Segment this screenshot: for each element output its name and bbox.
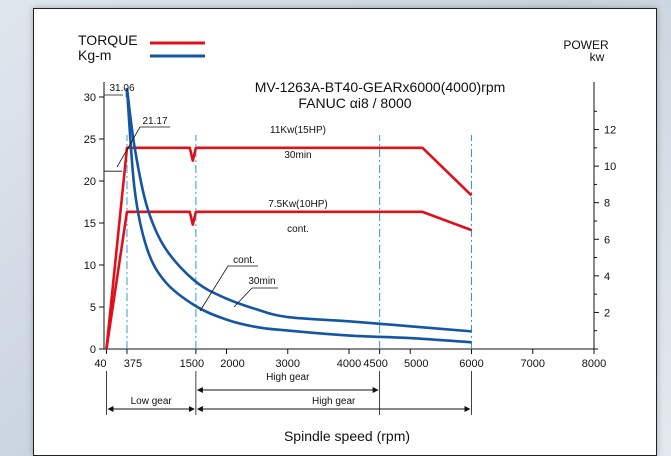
y-left-tick-label: 20 <box>84 176 96 188</box>
y-left-tick-label: 5 <box>90 302 96 314</box>
y-left-tick-label: 25 <box>84 134 96 146</box>
peak-value-label: 31.06 <box>109 83 134 94</box>
chart-subtitle: FANUC αi8 / 8000 <box>298 95 411 111</box>
chart-frame <box>33 8 657 456</box>
gear-range-label: High gear <box>312 396 356 407</box>
gear-range-label: Low gear <box>131 396 173 407</box>
legend-torque-label: TORQUE <box>78 32 138 48</box>
y-right-tick-label: 4 <box>604 271 610 283</box>
y-right-tick-label: 2 <box>604 307 610 319</box>
gear-range-label: High gear <box>266 372 310 383</box>
y-left-tick-label: 15 <box>84 218 96 230</box>
right-axis-title: POWER <box>563 38 609 52</box>
y-left-tick-label: 10 <box>84 260 96 272</box>
right-axis-unit: kw <box>590 50 605 64</box>
x-tick-label: 3000 <box>276 358 300 370</box>
series-line <box>125 87 472 344</box>
y-left-tick-label: 30 <box>84 92 96 104</box>
label-cont-top: cont. <box>287 224 309 235</box>
chart-title: MV-1263A-BT40-GEARx6000(4000)rpm <box>255 79 506 95</box>
series-line <box>105 146 473 350</box>
label-75kw: 7.5Kw(10HP) <box>268 199 327 210</box>
x-tick-label: 5000 <box>404 358 428 370</box>
label-30min-curve: 30min <box>248 276 275 287</box>
y-right-tick-label: 12 <box>604 125 616 137</box>
cont-leader <box>199 265 258 312</box>
x-tick-label: 1500 <box>180 358 204 370</box>
label-30min-top: 30min <box>284 150 311 161</box>
y-right-tick-label: 8 <box>604 198 610 210</box>
label-11kw: 11Kw(15HP) <box>270 125 326 136</box>
thirtymin-leader <box>233 287 278 308</box>
rated-leader <box>116 126 170 168</box>
y-left-tick-label: 0 <box>90 344 96 356</box>
y-right-tick-label: 10 <box>604 161 616 173</box>
x-tick-label: 2000 <box>220 358 244 370</box>
legend-kgm-label: Kg-m <box>78 47 111 63</box>
series-line <box>125 87 472 333</box>
x-tick-label: 4000 <box>337 358 361 370</box>
x-tick-label: 6000 <box>459 358 483 370</box>
series-line <box>105 210 472 350</box>
label-cont-curve: cont. <box>233 255 255 266</box>
x-tick-label: 4500 <box>363 358 387 370</box>
x-tick-label: 7000 <box>521 358 545 370</box>
x-tick-label: 375 <box>124 358 142 370</box>
x-tick-label: 40 <box>94 358 106 370</box>
y-right-tick-label: 6 <box>604 234 610 246</box>
x-axis-title: Spindle speed (rpm) <box>284 428 410 444</box>
rated-value-label: 21.17 <box>142 116 167 127</box>
x-tick-label: 8000 <box>582 358 606 370</box>
